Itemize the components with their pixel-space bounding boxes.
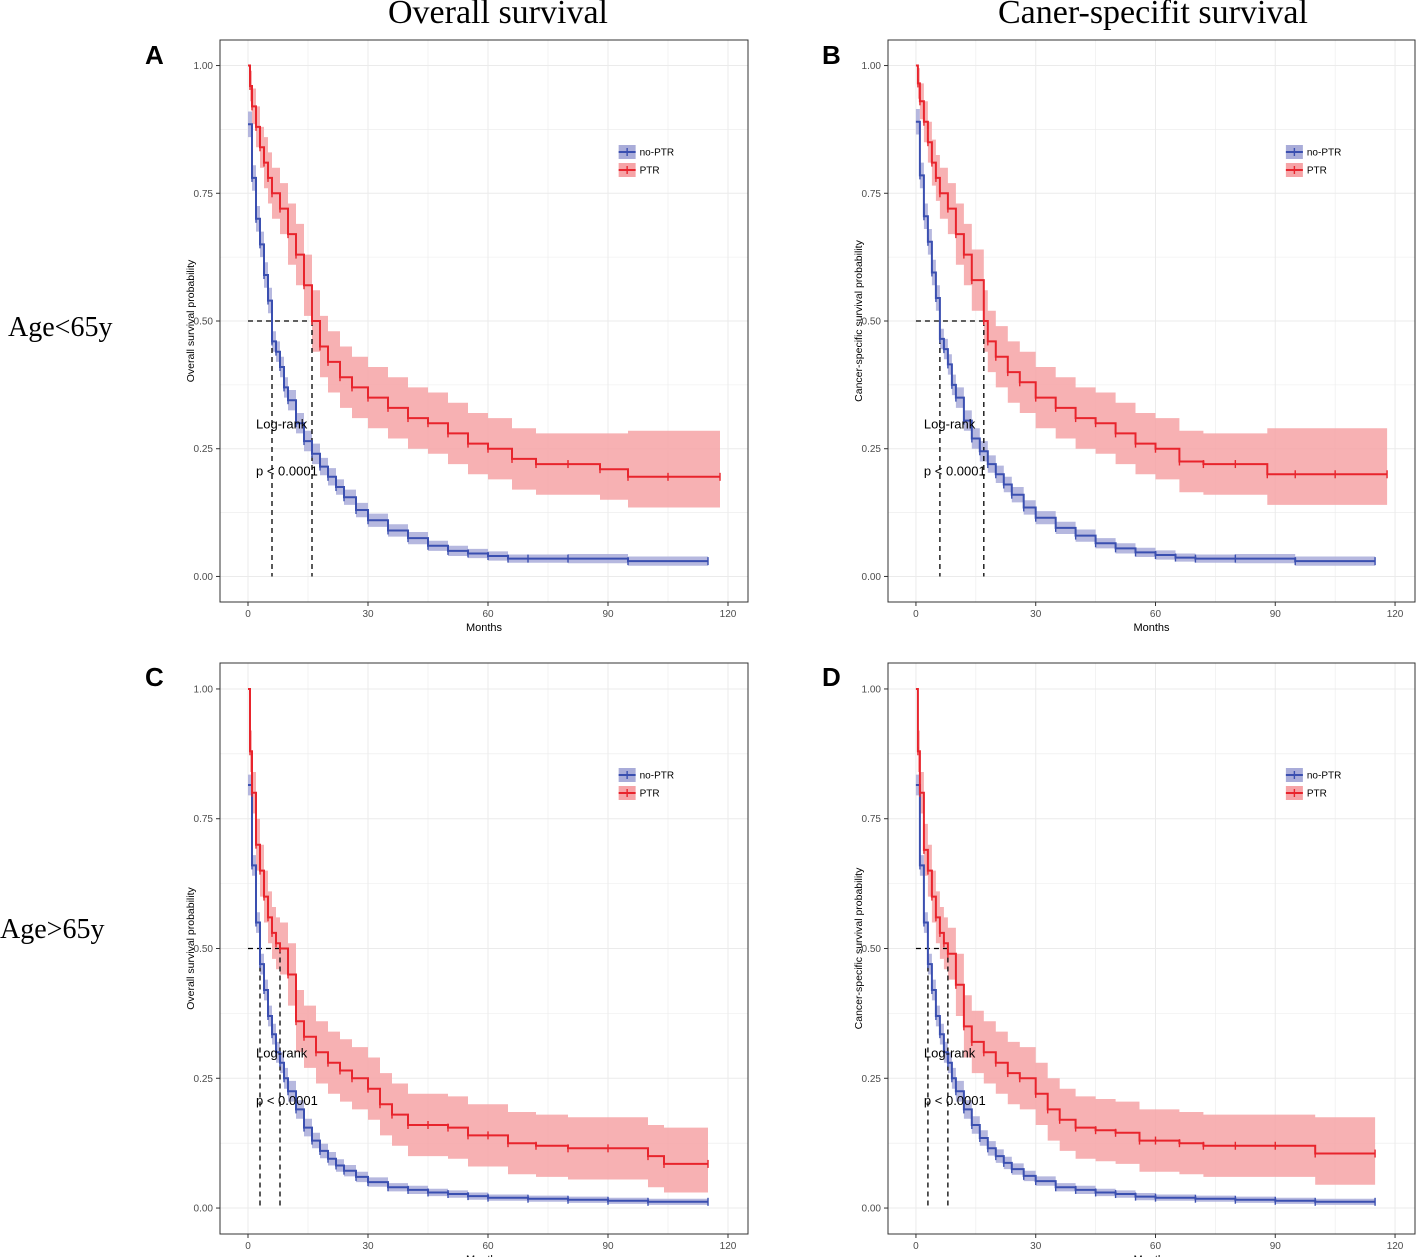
y-tick-label: 0.00 bbox=[194, 1204, 214, 1215]
x-tick-label: 0 bbox=[245, 609, 251, 620]
y-tick-label: 0.75 bbox=[194, 189, 214, 200]
legend-label: PTR bbox=[1307, 789, 1327, 800]
x-tick-label: 90 bbox=[1270, 609, 1282, 620]
panel-label: B bbox=[822, 40, 841, 70]
legend-label: PTR bbox=[640, 789, 660, 800]
x-tick-label: 60 bbox=[482, 609, 494, 620]
x-tick-label: 30 bbox=[1030, 1241, 1042, 1252]
y-tick-label: 0.00 bbox=[862, 1204, 882, 1215]
x-tick-label: 120 bbox=[1387, 609, 1404, 620]
row-label-over-65: Age>65y bbox=[0, 914, 105, 945]
x-tick-label: 0 bbox=[913, 1241, 919, 1252]
y-tick-label: 0.25 bbox=[862, 1074, 882, 1085]
x-axis-title: Months bbox=[1133, 622, 1170, 634]
x-tick-label: 0 bbox=[245, 1241, 251, 1252]
log-rank-label: Log-rank bbox=[924, 1046, 976, 1061]
column-title-cancer-specific: Caner-specifit survival bbox=[998, 0, 1308, 31]
x-tick-label: 120 bbox=[720, 1241, 737, 1252]
panel-d: 0.00 0.25 0.50 0.75 1.00 0 30 60 90 120 Months Canc… bbox=[822, 662, 1416, 1257]
y-tick-label: 0.50 bbox=[862, 317, 882, 328]
legend-label: PTR bbox=[1307, 166, 1327, 177]
x-tick-label: 30 bbox=[362, 1241, 374, 1252]
y-tick-label: 1.00 bbox=[194, 61, 214, 72]
column-title-overall: Overall survival bbox=[388, 0, 608, 31]
legend-label: no-PTR bbox=[640, 771, 674, 782]
p-value-label: p < 0.0001 bbox=[256, 463, 318, 478]
panel-b: 0.00 0.25 0.50 0.75 1.00 0 30 60 90 120 Months Canc… bbox=[822, 39, 1416, 634]
no-ptr-survival-curve bbox=[915, 120, 1376, 563]
y-axis-title: Cancer-specific survival probability bbox=[853, 239, 865, 401]
y-axis-title: Overall survival probability bbox=[185, 886, 197, 1009]
y-tick-label: 0.75 bbox=[862, 814, 882, 825]
ptr-survival-curve bbox=[248, 688, 708, 1165]
x-axis-title: Months bbox=[466, 622, 503, 634]
x-tick-label: 60 bbox=[1150, 1241, 1162, 1252]
legend-label: no-PTR bbox=[640, 148, 674, 159]
y-axis-title: Overall survival probability bbox=[185, 259, 197, 382]
ptr-confidence-band bbox=[915, 689, 1376, 1185]
p-value-label: p < 0.0001 bbox=[256, 1093, 318, 1108]
y-tick-label: 0.75 bbox=[194, 814, 214, 825]
legend-label: no-PTR bbox=[1307, 771, 1341, 782]
panel-a: 0.00 0.25 0.50 0.75 1.00 0 30 60 90 120 Months Over… bbox=[145, 39, 749, 634]
legend-label: no-PTR bbox=[1307, 148, 1341, 159]
x-tick-label: 60 bbox=[482, 1241, 494, 1252]
ptr-confidence-band bbox=[248, 65, 720, 508]
y-tick-label: 1.00 bbox=[194, 684, 214, 695]
y-tick-label: 0.25 bbox=[194, 1074, 214, 1085]
x-tick-label: 90 bbox=[602, 1241, 614, 1252]
p-value-label: p < 0.0001 bbox=[924, 1093, 986, 1108]
x-tick-label: 0 bbox=[913, 609, 919, 620]
x-tick-label: 90 bbox=[1270, 1241, 1282, 1252]
log-rank-label: Log-rank bbox=[924, 416, 976, 431]
x-axis-title: Months bbox=[1133, 1254, 1170, 1257]
y-tick-label: 0.25 bbox=[194, 444, 214, 455]
y-axis-title: Cancer-specific survival probability bbox=[853, 867, 865, 1029]
y-tick-label: 1.00 bbox=[862, 684, 882, 695]
x-tick-label: 90 bbox=[602, 609, 614, 620]
y-tick-label: 0.25 bbox=[862, 444, 882, 455]
x-tick-label: 30 bbox=[362, 609, 374, 620]
panel-label: D bbox=[822, 662, 841, 692]
ptr-confidence-band bbox=[248, 689, 708, 1193]
x-tick-label: 30 bbox=[1030, 609, 1042, 620]
y-tick-label: 0.00 bbox=[862, 572, 882, 583]
log-rank-label: Log-rank bbox=[256, 1046, 308, 1061]
y-tick-label: 0.50 bbox=[194, 317, 214, 328]
x-tick-label: 120 bbox=[720, 609, 737, 620]
y-tick-label: 0.50 bbox=[194, 944, 214, 955]
x-tick-label: 120 bbox=[1387, 1241, 1404, 1252]
panel-label: C bbox=[145, 662, 164, 692]
y-tick-label: 0.00 bbox=[194, 572, 214, 583]
y-tick-label: 0.50 bbox=[862, 944, 882, 955]
y-tick-label: 1.00 bbox=[862, 61, 882, 72]
ptr-survival-curve bbox=[248, 64, 720, 478]
row-label-under-65: Age<65y bbox=[8, 312, 113, 343]
panel-c: 0.00 0.25 0.50 0.75 1.00 0 30 60 90 120 Months Over… bbox=[145, 662, 749, 1257]
x-tick-label: 60 bbox=[1150, 609, 1162, 620]
p-value-label: p < 0.0001 bbox=[924, 463, 986, 478]
ptr-confidence-band bbox=[915, 65, 1388, 505]
y-tick-label: 0.75 bbox=[862, 189, 882, 200]
legend-label: PTR bbox=[640, 166, 660, 177]
panel-label: A bbox=[145, 40, 164, 70]
log-rank-label: Log-rank bbox=[256, 416, 308, 431]
x-axis-title: Months bbox=[466, 1254, 503, 1257]
